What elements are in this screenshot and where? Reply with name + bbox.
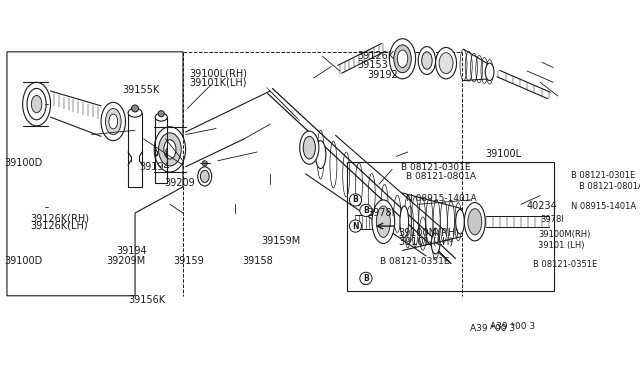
Ellipse shape xyxy=(200,170,209,183)
Text: 39158: 39158 xyxy=(243,256,273,266)
Text: 39153: 39153 xyxy=(357,60,388,70)
Circle shape xyxy=(360,204,372,217)
Text: 39100L(RH): 39100L(RH) xyxy=(189,68,248,78)
Text: 39126K(RH): 39126K(RH) xyxy=(31,214,90,224)
Ellipse shape xyxy=(397,50,408,67)
Ellipse shape xyxy=(154,127,186,172)
Ellipse shape xyxy=(22,82,51,126)
Ellipse shape xyxy=(436,48,456,79)
Bar xyxy=(347,161,554,291)
Text: 3978I: 3978I xyxy=(367,208,394,218)
Text: B 08121-0301E: B 08121-0301E xyxy=(401,163,471,172)
Text: 39100D: 39100D xyxy=(4,158,43,168)
Text: N 08915-1401A: N 08915-1401A xyxy=(571,202,636,211)
Text: 39101 (LH): 39101 (LH) xyxy=(538,241,585,250)
Ellipse shape xyxy=(456,209,465,234)
Ellipse shape xyxy=(316,141,326,169)
Text: 39194: 39194 xyxy=(116,247,147,256)
Text: N: N xyxy=(352,222,358,231)
Ellipse shape xyxy=(394,45,412,73)
Ellipse shape xyxy=(132,105,138,112)
Text: 40234: 40234 xyxy=(526,201,557,211)
Text: 39209M: 39209M xyxy=(106,256,145,266)
Text: A39 *00 3: A39 *00 3 xyxy=(470,324,516,333)
Ellipse shape xyxy=(202,161,207,166)
Text: B 08121-0351E: B 08121-0351E xyxy=(380,257,450,266)
Circle shape xyxy=(360,272,372,285)
Ellipse shape xyxy=(31,95,42,113)
Ellipse shape xyxy=(372,200,395,244)
Text: 3978I: 3978I xyxy=(540,215,564,224)
Text: B 08121-0301E: B 08121-0301E xyxy=(571,171,635,180)
Text: A39 *00 3: A39 *00 3 xyxy=(490,321,534,330)
Ellipse shape xyxy=(422,52,432,69)
Text: 39159: 39159 xyxy=(173,256,204,266)
Text: 39194: 39194 xyxy=(140,161,170,171)
Text: 39159M: 39159M xyxy=(261,236,300,246)
Ellipse shape xyxy=(128,109,142,117)
Text: B: B xyxy=(363,206,369,215)
Ellipse shape xyxy=(468,209,482,235)
Ellipse shape xyxy=(155,113,167,121)
Text: 39156K: 39156K xyxy=(128,295,165,305)
Ellipse shape xyxy=(376,206,390,237)
Ellipse shape xyxy=(303,137,316,159)
Ellipse shape xyxy=(27,89,46,120)
Text: B 08121-0801A: B 08121-0801A xyxy=(579,182,640,191)
Ellipse shape xyxy=(439,53,453,74)
Text: 39101 (LH): 39101 (LH) xyxy=(399,236,453,246)
Ellipse shape xyxy=(418,46,436,74)
Ellipse shape xyxy=(109,114,118,129)
Circle shape xyxy=(349,220,362,232)
Text: B 08121-0801A: B 08121-0801A xyxy=(406,173,476,182)
Ellipse shape xyxy=(400,206,408,237)
Text: B: B xyxy=(353,195,358,205)
Ellipse shape xyxy=(101,102,125,141)
Text: 39126K: 39126K xyxy=(357,51,394,61)
Text: 39100M(RH): 39100M(RH) xyxy=(538,230,591,239)
Ellipse shape xyxy=(159,133,181,166)
Text: N 08915-1401A: N 08915-1401A xyxy=(406,194,477,203)
Text: 39155K: 39155K xyxy=(123,86,160,95)
Text: 39101K(LH): 39101K(LH) xyxy=(189,77,247,87)
Text: 39100D: 39100D xyxy=(4,256,43,266)
Text: 39209: 39209 xyxy=(164,178,195,188)
Text: B: B xyxy=(363,274,369,283)
Ellipse shape xyxy=(158,110,164,117)
Text: 39126K(LH): 39126K(LH) xyxy=(31,221,88,231)
Ellipse shape xyxy=(485,63,494,81)
Text: B 08121-0351E: B 08121-0351E xyxy=(533,260,598,269)
Ellipse shape xyxy=(465,202,485,241)
Ellipse shape xyxy=(390,39,415,79)
Ellipse shape xyxy=(198,167,212,186)
Ellipse shape xyxy=(364,278,369,283)
Circle shape xyxy=(349,194,362,206)
Text: 39192: 39192 xyxy=(367,70,397,80)
Ellipse shape xyxy=(431,233,440,254)
Ellipse shape xyxy=(362,276,371,285)
Text: 39100M(RH): 39100M(RH) xyxy=(399,228,460,238)
Ellipse shape xyxy=(106,109,121,135)
Ellipse shape xyxy=(164,140,176,159)
Ellipse shape xyxy=(300,131,319,164)
Text: 39100L: 39100L xyxy=(485,149,521,159)
